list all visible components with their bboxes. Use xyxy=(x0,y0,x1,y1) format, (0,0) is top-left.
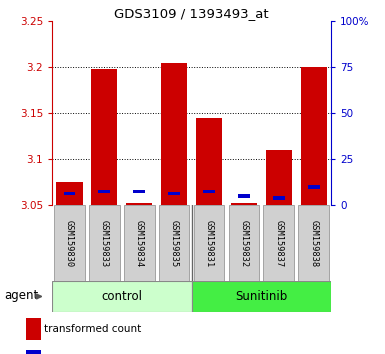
FancyBboxPatch shape xyxy=(89,205,120,281)
FancyBboxPatch shape xyxy=(194,205,224,281)
Bar xyxy=(161,63,187,205)
Bar xyxy=(64,192,75,195)
Text: GSM159833: GSM159833 xyxy=(100,220,109,267)
Bar xyxy=(56,182,82,205)
Bar xyxy=(308,185,320,189)
Bar xyxy=(273,196,285,200)
Bar xyxy=(238,194,250,198)
Bar xyxy=(133,190,145,193)
Bar xyxy=(203,190,215,193)
Text: GSM159837: GSM159837 xyxy=(274,220,283,267)
Text: GSM159834: GSM159834 xyxy=(135,220,144,267)
Bar xyxy=(26,318,40,340)
FancyBboxPatch shape xyxy=(192,281,331,312)
Text: GSM159831: GSM159831 xyxy=(204,220,214,267)
Bar xyxy=(168,192,180,195)
Text: control: control xyxy=(101,290,142,303)
FancyBboxPatch shape xyxy=(159,205,189,281)
Bar xyxy=(231,204,257,205)
Bar xyxy=(126,204,152,205)
FancyBboxPatch shape xyxy=(263,205,294,281)
FancyBboxPatch shape xyxy=(124,205,154,281)
Text: transformed count: transformed count xyxy=(44,324,141,334)
Text: GSM159832: GSM159832 xyxy=(239,220,248,267)
Bar xyxy=(301,67,327,205)
Bar xyxy=(196,118,222,205)
Bar xyxy=(99,190,110,193)
FancyBboxPatch shape xyxy=(54,205,85,281)
Title: GDS3109 / 1393493_at: GDS3109 / 1393493_at xyxy=(114,7,269,20)
Text: Sunitinib: Sunitinib xyxy=(235,290,288,303)
FancyBboxPatch shape xyxy=(298,205,329,281)
Text: GSM159838: GSM159838 xyxy=(309,220,318,267)
Bar xyxy=(266,150,292,205)
FancyBboxPatch shape xyxy=(52,281,192,312)
Text: agent: agent xyxy=(4,289,38,302)
Text: GSM159830: GSM159830 xyxy=(65,220,74,267)
Text: GSM159835: GSM159835 xyxy=(169,220,179,267)
FancyBboxPatch shape xyxy=(229,205,259,281)
Bar xyxy=(91,69,117,205)
Bar xyxy=(26,350,40,354)
